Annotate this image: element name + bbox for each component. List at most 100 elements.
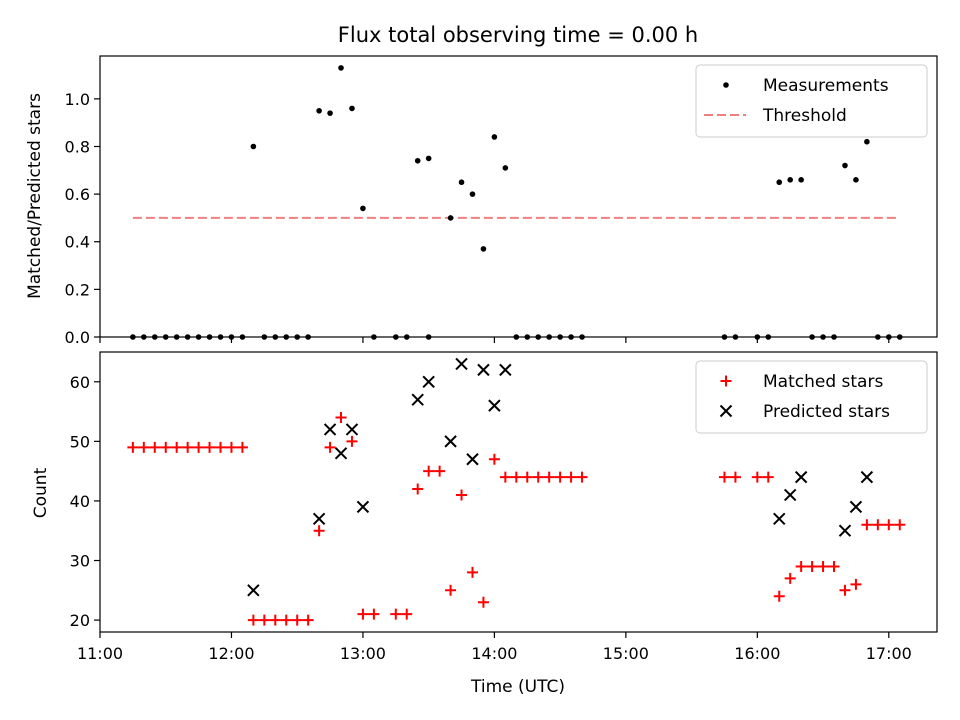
measurement-point — [316, 107, 322, 114]
predicted-star-point — [773, 512, 786, 526]
predicted-star-point — [849, 500, 863, 514]
matched-star-point — [565, 471, 577, 483]
predicted-star-point — [783, 488, 797, 502]
x-tick-label: 15:00 — [603, 644, 649, 663]
measurement-point — [458, 179, 465, 186]
matched-star-point — [543, 471, 555, 483]
matched-star-point — [127, 441, 139, 453]
matched-star-point — [532, 471, 544, 483]
predicted-star-point — [488, 399, 501, 412]
y-tick-label: 0.0 — [65, 328, 90, 347]
predicted-star-point — [477, 363, 490, 377]
matched-star-point — [488, 453, 500, 465]
matched-star-point — [894, 519, 906, 531]
y-tick-label: 0.4 — [65, 233, 90, 252]
matched-star-point — [795, 560, 807, 572]
measurement-point — [842, 162, 848, 169]
measurement-point — [864, 138, 870, 145]
matched-star-point — [236, 441, 248, 453]
matched-star-point — [751, 471, 763, 483]
bottom-y-axis-label: Count — [31, 467, 51, 518]
predicted-star-point — [323, 423, 337, 436]
measurement-point — [414, 157, 421, 164]
chart-title: Flux total observing time = 0.00 h — [338, 23, 698, 47]
matched-star-point — [215, 441, 227, 453]
measurement-point — [502, 165, 509, 171]
matched-star-point — [861, 519, 873, 531]
matched-star-point — [762, 471, 774, 483]
matched-star-point — [193, 441, 205, 453]
matched-star-point — [477, 596, 489, 608]
predicted-star-point — [411, 393, 424, 406]
measurement-point — [360, 205, 366, 212]
matched-star-point — [225, 441, 237, 453]
matched-star-point — [412, 483, 424, 495]
x-tick-label: 17:00 — [866, 644, 912, 663]
matched-star-point — [269, 614, 281, 626]
matched-star-point — [346, 435, 358, 447]
matched-star-point — [521, 471, 533, 483]
measurement-point — [338, 65, 344, 71]
measurement-point — [798, 177, 804, 183]
matched-star-point — [204, 441, 216, 453]
matched-star-point — [434, 465, 446, 477]
matched-star-point — [401, 608, 413, 620]
matched-star-point — [423, 465, 435, 477]
measurement-point — [480, 246, 487, 252]
matched-star-point — [883, 519, 895, 531]
matched-star-point — [445, 584, 457, 596]
predicted-star-point — [345, 423, 359, 436]
y-tick-label: 0.2 — [65, 280, 90, 299]
legend-marker-predicted — [719, 404, 733, 418]
y-tick-label: 0.8 — [65, 137, 90, 156]
matched-star-point — [302, 614, 314, 626]
measurement-point — [469, 191, 476, 197]
predicted-star-point — [455, 357, 468, 371]
matched-star-point — [806, 560, 818, 572]
predicted-star-point — [499, 363, 512, 377]
matched-star-point — [138, 441, 150, 453]
measurement-point — [491, 134, 498, 140]
legend-label: Threshold — [762, 106, 847, 126]
predicted-star-point — [444, 435, 457, 448]
measurement-point — [349, 105, 355, 112]
legend-marker-matched — [720, 375, 732, 387]
matched-star-point — [357, 608, 369, 620]
x-tick-label: 12:00 — [208, 644, 254, 663]
predicted-star-point — [794, 470, 808, 484]
matched-star-point — [313, 525, 325, 537]
predicted-star-point — [422, 375, 435, 388]
measurement-point — [787, 177, 793, 183]
predicted-star-point — [247, 584, 260, 597]
matched-star-point — [160, 441, 172, 453]
axes-frame — [99, 55, 938, 338]
measurement-point — [853, 177, 859, 183]
matched-star-point — [817, 560, 829, 572]
y-tick-label: 40 — [70, 492, 90, 511]
measurement-point — [447, 215, 454, 221]
predicted-star-point — [356, 500, 370, 514]
top-y-axis-label: Matched/Predicted stars — [25, 93, 45, 299]
matched-star-point — [784, 572, 796, 584]
matched-star-point — [258, 614, 270, 626]
legend-label: Predicted stars — [763, 402, 890, 422]
matched-star-point — [872, 519, 884, 531]
predicted-star-point — [334, 447, 348, 460]
matched-star-point — [171, 441, 183, 453]
predicted-star-point — [466, 453, 479, 466]
predicted-star-point — [838, 524, 852, 537]
matched-star-point — [280, 614, 292, 626]
measurement-point — [250, 143, 257, 150]
legend-label: Matched stars — [763, 372, 883, 392]
predicted-star-point — [860, 470, 874, 484]
measurement-point — [425, 155, 432, 162]
matched-star-point — [182, 441, 194, 453]
x-axis-label: Time (UTC) — [470, 677, 565, 697]
legend-box — [695, 360, 928, 434]
axes-frame — [99, 351, 938, 633]
matched-star-point — [850, 578, 862, 590]
matched-star-point — [149, 441, 161, 453]
measurement-point — [327, 110, 333, 116]
matched-star-point — [247, 614, 259, 626]
